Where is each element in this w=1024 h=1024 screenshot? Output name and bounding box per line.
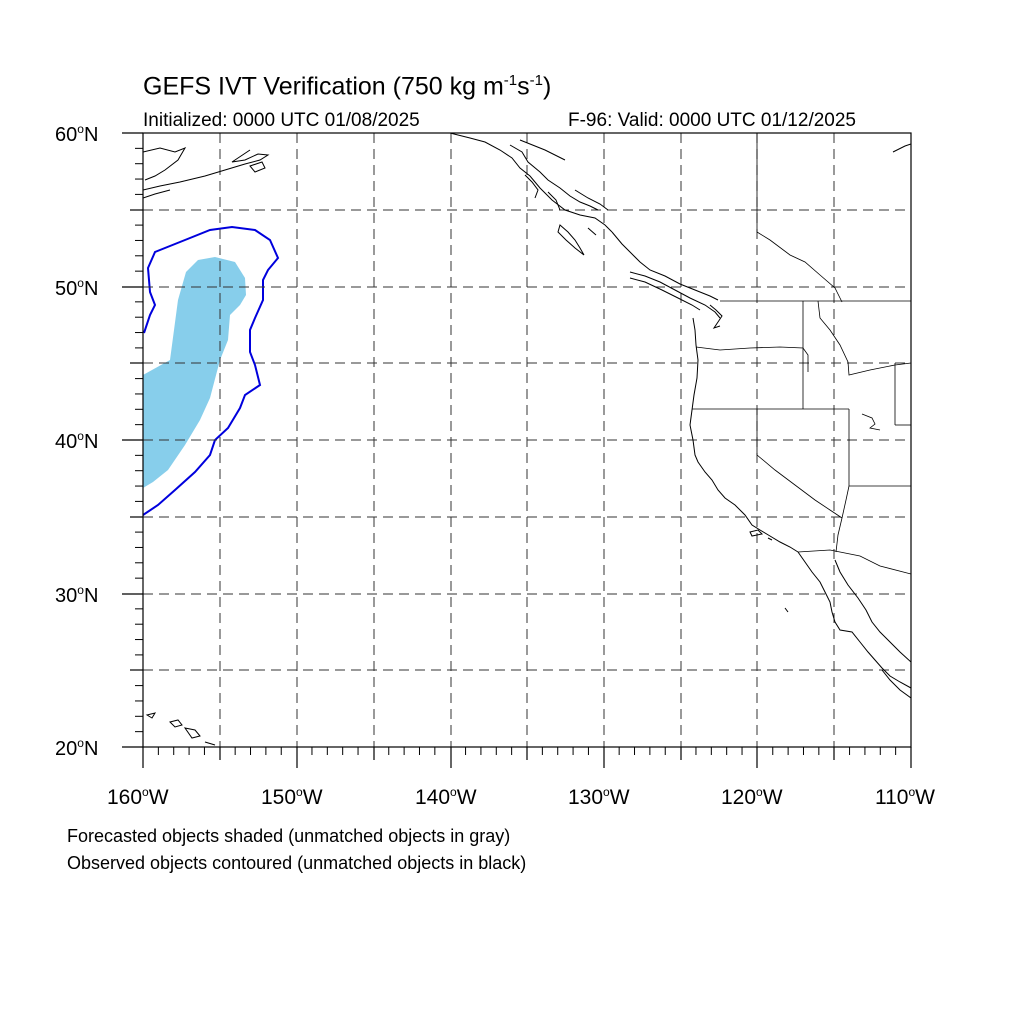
lat-label-30n: 30oN [55,583,99,607]
lat-label-50n: 50oN [55,276,99,300]
map-frame [122,132,912,768]
political-borders [692,133,911,575]
minor-ticks [135,147,897,755]
lat-label-20n: 20oN [55,736,99,760]
legend-forecast-note: Forecasted objects shaded (unmatched obj… [67,826,511,846]
lon-label-150w: 150oW [261,785,323,809]
coastlines [143,133,911,746]
lat-label-40n: 40oN [55,429,99,453]
forecast-object-shaded [143,257,246,488]
map-title: GEFS IVT Verification (750 kg m-1s-1) [143,72,552,101]
lon-label-120w: 120oW [721,785,783,809]
init-time-label: Initialized: 0000 UTC 01/08/2025 [143,110,420,131]
lon-label-140w: 140oW [415,785,477,809]
lon-label-130w: 130oW [568,785,630,809]
lat-label-60n: 60oN [55,122,99,146]
lon-label-160w: 160oW [107,785,169,809]
valid-time-label: F-96: Valid: 0000 UTC 01/12/2025 [568,110,856,131]
observed-object-contour [142,225,280,516]
legend-observed-note: Observed objects contoured (unmatched ob… [67,853,527,873]
grid-lines [143,133,911,747]
lon-label-110w: 110oW [875,785,935,809]
